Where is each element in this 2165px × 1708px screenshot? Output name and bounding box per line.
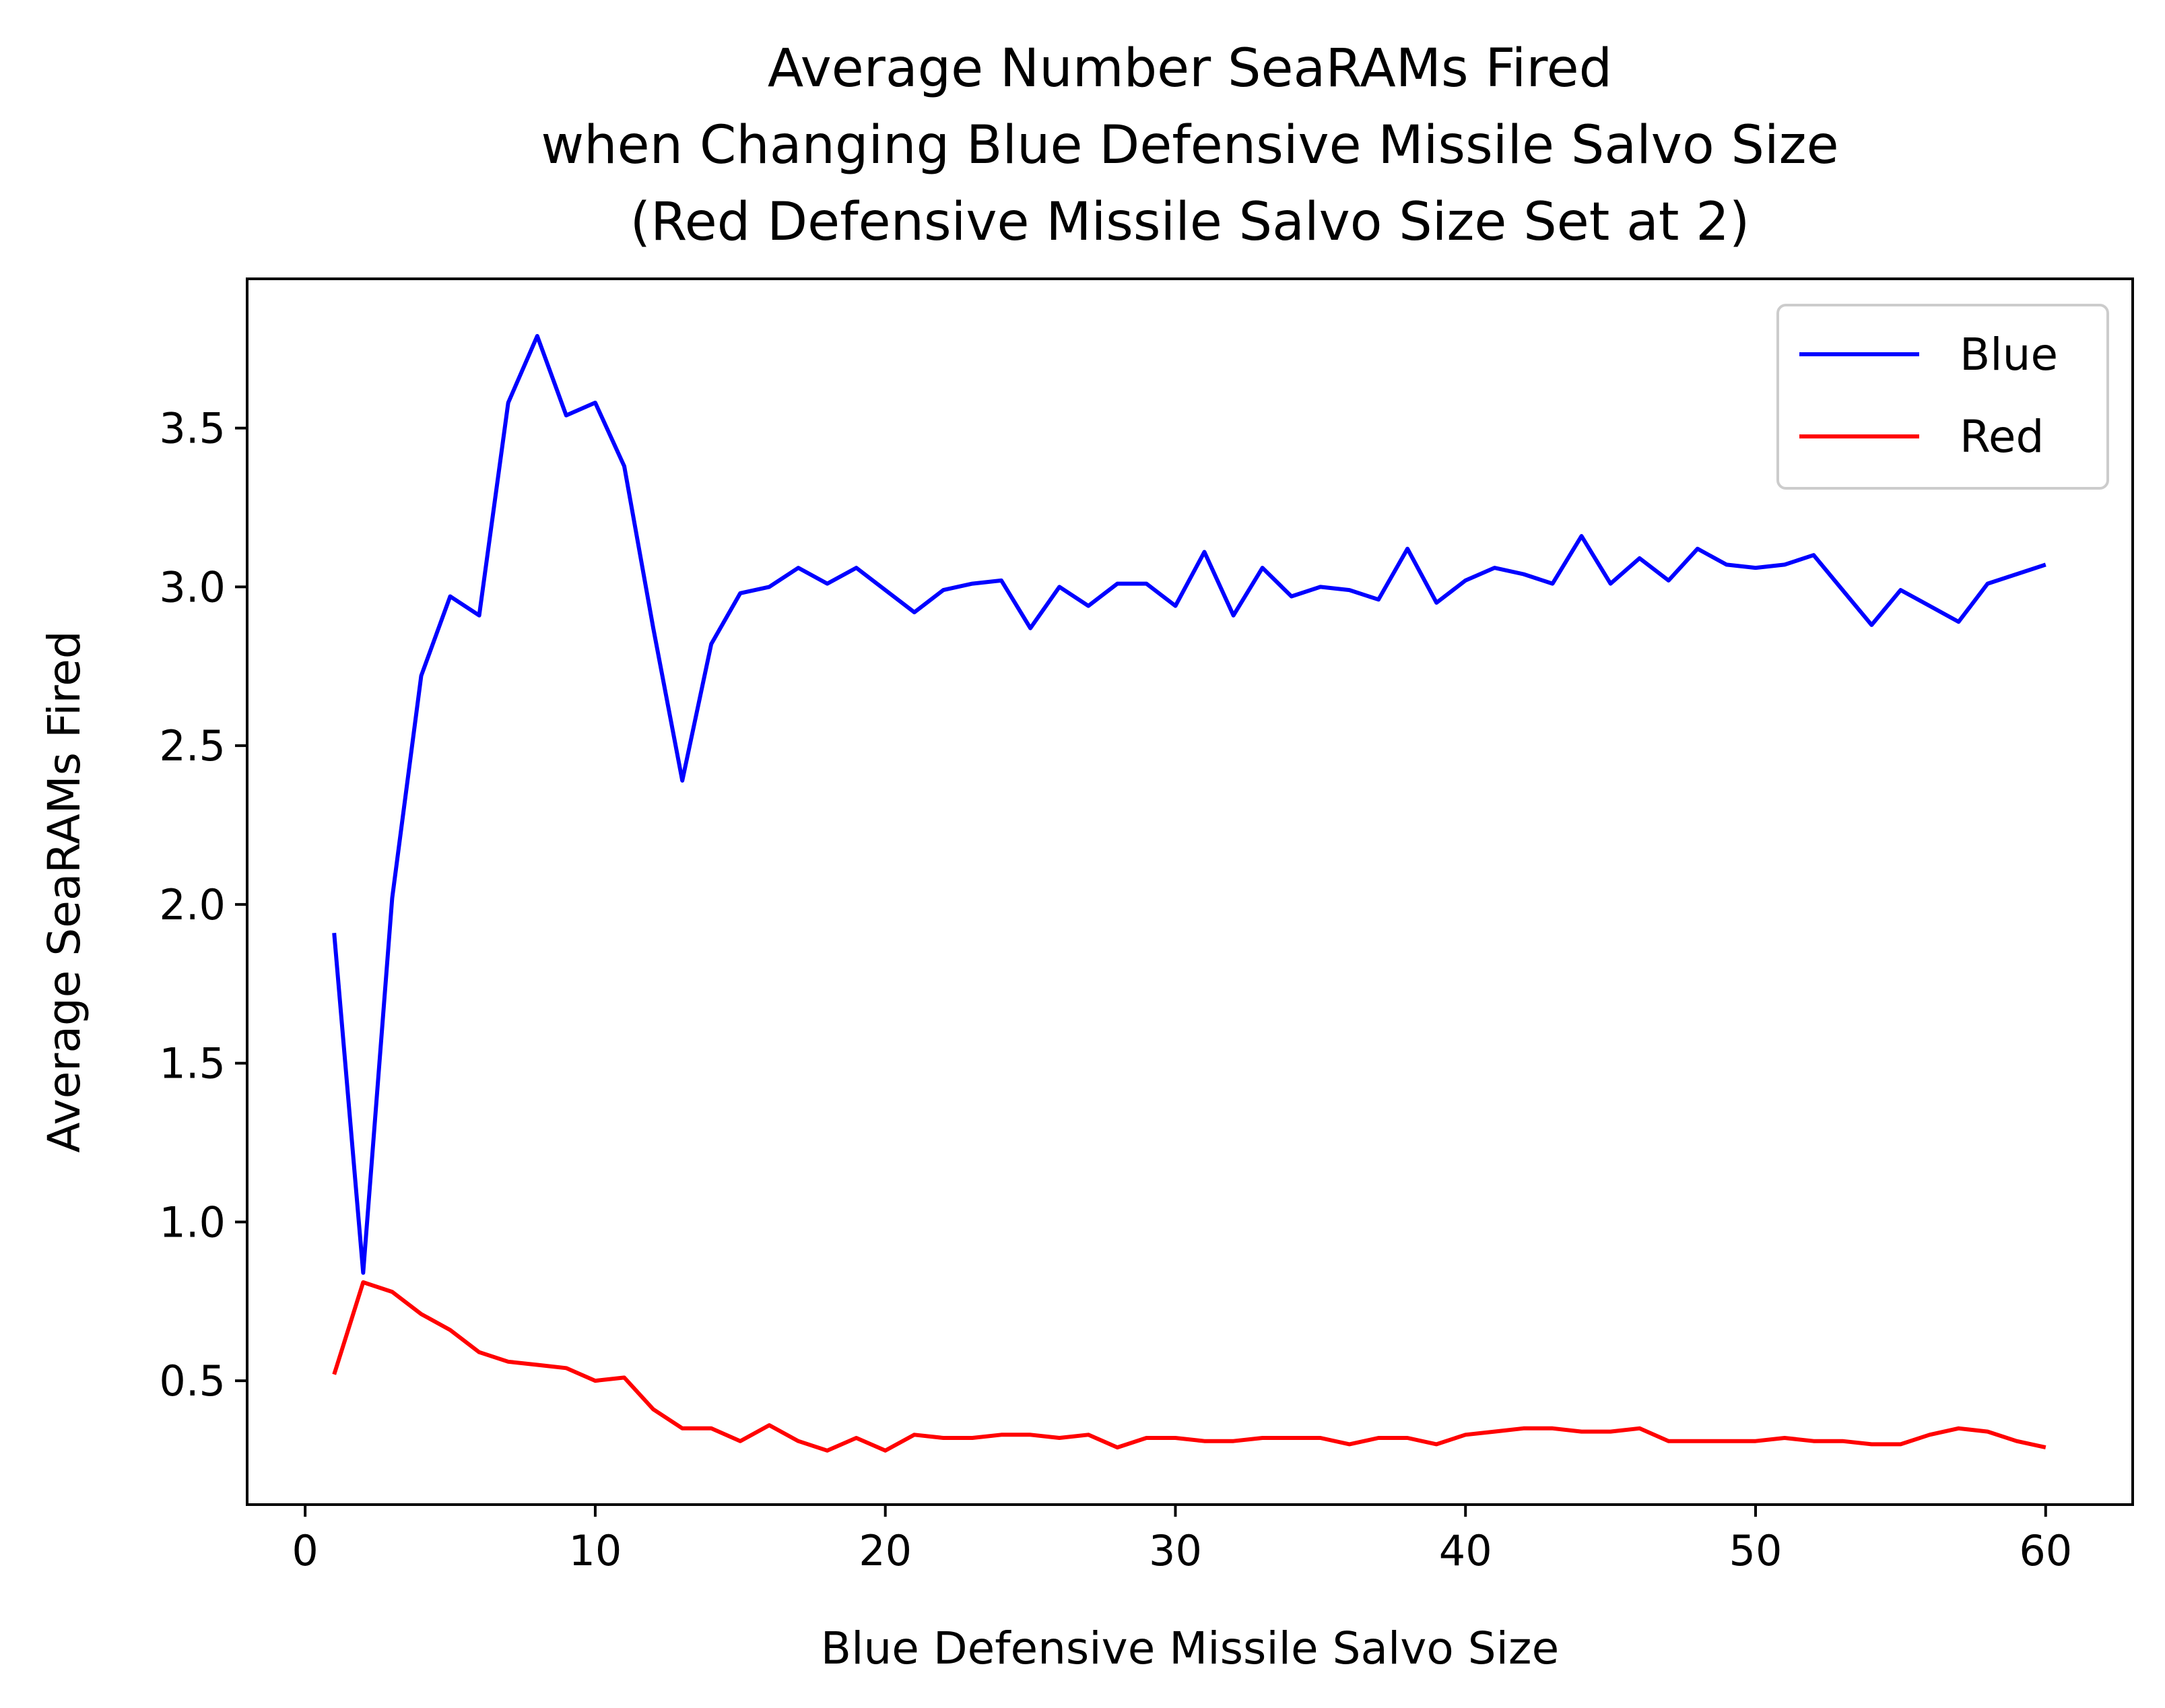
- plot-area-frame: [246, 277, 2134, 1506]
- x-tick-label: 30: [1149, 1526, 1202, 1575]
- chart-title-line-3: (Red Defensive Missile Salvo Size Set at…: [630, 192, 1750, 253]
- y-tick-label: 3.5: [159, 404, 226, 453]
- series-line-red: [332, 1280, 2046, 1453]
- y-tick-label: 1.5: [159, 1039, 226, 1088]
- y-tick-label: 1.0: [159, 1197, 226, 1247]
- y-axis-ticks: 0.5 1.0 1.5 2.0 2.5 3.0 3.5: [159, 404, 247, 1406]
- y-tick-label: 2.0: [159, 880, 226, 929]
- legend-label-red: Red: [1960, 411, 2044, 463]
- x-axis-ticks: 0 10 20 30 40 50 60: [292, 1505, 2072, 1575]
- chart-title-line-1: Average Number SeaRAMs Fired: [768, 38, 1612, 99]
- x-axis-label: Blue Defensive Missile Salvo Size: [821, 1622, 1559, 1674]
- series-lines: [332, 333, 2046, 1453]
- y-tick-label: 2.5: [159, 721, 226, 770]
- y-axis-label: Average SeaRAMs Fired: [38, 630, 90, 1152]
- x-tick-label: 60: [2019, 1526, 2072, 1575]
- x-tick-label: 40: [1439, 1526, 1492, 1575]
- series-line-blue: [332, 333, 2046, 1275]
- y-tick-label: 0.5: [159, 1356, 226, 1406]
- x-tick-label: 50: [1729, 1526, 1783, 1575]
- x-tick-label: 20: [859, 1526, 912, 1575]
- legend-label-blue: Blue: [1960, 329, 2058, 381]
- legend: Blue Red: [1776, 304, 2109, 490]
- y-tick-label: 3.0: [159, 562, 226, 612]
- x-tick-label: 10: [568, 1526, 622, 1575]
- x-tick-label: 0: [292, 1526, 318, 1575]
- legend-box: [1776, 304, 2109, 490]
- chart-title-line-2: when Changing Blue Defensive Missile Sal…: [541, 115, 1838, 176]
